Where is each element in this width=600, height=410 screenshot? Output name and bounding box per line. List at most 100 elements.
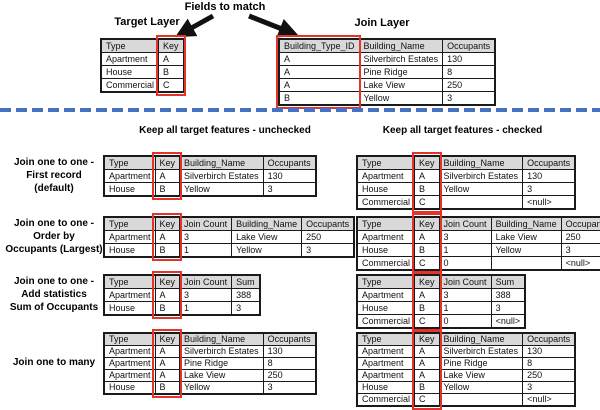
table-row: Apartment A Silverbirch Estates 130 — [103, 169, 317, 183]
first-record-checked-table: Type Key Building_Name Occupants Apartment A S… — [356, 152, 577, 213]
table-cell: Yellow — [358, 91, 444, 106]
column-header: Type — [356, 332, 416, 346]
table-cell: Silverbirch Estates — [438, 345, 524, 358]
table-cell: Lake View — [358, 78, 444, 92]
header-row: Type Key Building_Name Occupants — [103, 155, 317, 170]
table-cell: Apartment — [356, 288, 416, 302]
table-cell: B — [154, 243, 181, 258]
column-header: Key — [414, 332, 440, 346]
table-row: Apartment A Pine Ridge 8 — [103, 357, 317, 370]
table-cell: Yellow — [490, 243, 562, 257]
table-row: Commercial C — [100, 78, 185, 93]
table-cell: 3 — [301, 243, 355, 258]
table-cell: Yellow — [231, 243, 303, 258]
data-table: Type Key Join Count Sum Apartment A 3 388 House B… — [356, 274, 527, 329]
fields-to-match-label: Fields to match — [184, 1, 266, 13]
table-cell: B — [154, 381, 181, 395]
table-cell: Apartment — [356, 230, 416, 244]
section-label-line: Add statistics — [21, 289, 87, 300]
header-row: Type Key Join Count Sum — [356, 274, 526, 289]
column-header: Key — [414, 155, 440, 170]
table-cell: 0 — [438, 314, 492, 329]
table-row: Apartment A Pine Ridge 8 — [356, 357, 576, 370]
table-cell: Silverbirch Estates — [438, 169, 524, 183]
table-cell: <null> — [522, 195, 576, 210]
data-table: Type Key Building_Name Occupants Apartment A S… — [356, 155, 577, 210]
table-cell: A — [414, 369, 440, 382]
table-cell: A — [414, 357, 440, 370]
table-cell: Lake View — [231, 230, 303, 244]
table-cell: <null> — [560, 256, 600, 271]
table-cell: 8 — [522, 357, 576, 370]
column-header: Sum — [231, 274, 261, 289]
table-cell: Apartment — [103, 288, 156, 302]
table-cell: C — [414, 393, 440, 407]
table-cell: Commercial — [356, 314, 416, 329]
table-cell: 250 — [442, 78, 496, 92]
table-cell: Pine Ridge — [438, 357, 524, 370]
column-header: Key — [154, 332, 181, 346]
table-cell: Yellow — [179, 381, 264, 395]
table-cell: 250 — [522, 369, 576, 382]
table-cell: House — [100, 65, 160, 79]
table-cell: 1 — [438, 243, 492, 257]
header-row: Type Key Building_Name Occupants — [103, 332, 317, 346]
column-header: Type — [356, 216, 416, 231]
table-cell: 250 — [560, 230, 600, 244]
table-cell: Commercial — [356, 195, 416, 210]
table-cell: C — [414, 195, 440, 210]
column-header: Occupants — [522, 155, 576, 170]
table-cell: 3 — [522, 381, 576, 394]
table-cell: B — [414, 301, 440, 315]
column-header: Type — [103, 155, 156, 170]
table-cell: 8 — [262, 357, 317, 370]
table-cell: C — [158, 78, 185, 93]
column-header: Key — [158, 38, 185, 53]
table-row: House B 1 3 — [103, 301, 261, 316]
table-cell: Apartment — [103, 169, 156, 183]
table-cell: A — [414, 288, 440, 302]
column-header: Building_Name — [358, 38, 444, 53]
table-cell: C — [414, 314, 440, 329]
table-row: House B 1 3 — [356, 301, 526, 315]
table-cell: House — [103, 381, 156, 395]
table-cell: Yellow — [179, 182, 264, 197]
table-row: Apartment A Silverbirch Estates 130 — [356, 345, 576, 358]
table-cell: 3 — [438, 288, 492, 302]
section-label-line: Order by — [33, 231, 75, 242]
table-cell: Apartment — [100, 52, 160, 66]
column-header: Occupants — [560, 216, 600, 231]
table-row: A Lake View 250 — [278, 78, 496, 92]
table-cell: A — [414, 230, 440, 244]
column-header: Building_Name — [179, 155, 264, 170]
table-cell: A — [278, 65, 360, 79]
table-cell: C — [414, 256, 440, 271]
arrow-to-target-key-icon — [175, 13, 215, 38]
table-cell: Yellow — [438, 381, 524, 394]
table-row: B Yellow 3 — [278, 91, 496, 106]
table-cell: Apartment — [356, 169, 416, 183]
table-row: House B Yellow 3 — [356, 381, 576, 394]
order-by-unchecked-table: Type Key Join Count Building_Name Occupants A… — [103, 213, 356, 261]
section-label-one-to-many: Join one to many — [0, 356, 108, 369]
header-row: Building_Type_ID Building_Name Occupants — [278, 38, 496, 53]
table-cell: B — [414, 182, 440, 196]
table-cell: 3 — [262, 182, 317, 197]
column-header: Occupants — [442, 38, 496, 53]
table-cell: B — [154, 182, 181, 197]
table-cell: Commercial — [356, 393, 416, 407]
table-cell: House — [356, 301, 416, 315]
table-cell: Commercial — [100, 78, 160, 93]
table-cell: A — [278, 52, 360, 66]
table-cell: 250 — [262, 369, 317, 382]
table-cell: A — [154, 288, 181, 302]
section-label-line: Join one to one - — [14, 157, 94, 168]
column-header: Building_Type_ID — [278, 38, 360, 53]
add-statistics-unchecked-table: Type Key Join Count Sum Apartment A 3 388 House B… — [103, 271, 261, 319]
table-cell: Silverbirch Estates — [179, 345, 264, 358]
table-cell: 3 — [490, 301, 526, 315]
table-cell: 130 — [522, 345, 576, 358]
table-cell: A — [414, 345, 440, 358]
table-row: Apartment A — [100, 52, 185, 66]
